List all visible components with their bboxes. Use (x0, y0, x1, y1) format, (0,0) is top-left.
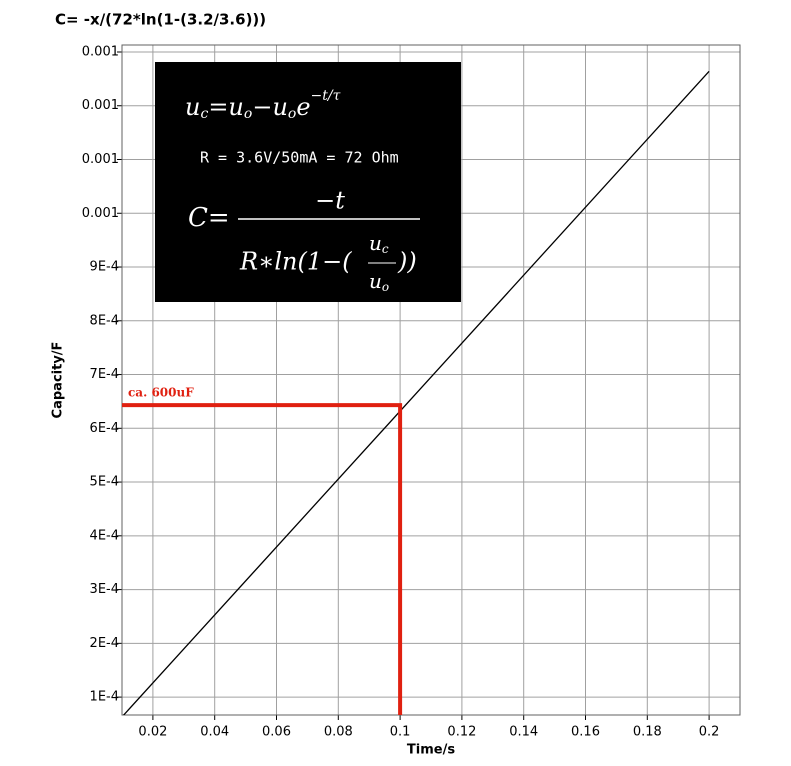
x-tick-label: 0.18 (633, 725, 662, 740)
annotation-line (122, 403, 403, 715)
x-tick-label: 0.1 (390, 725, 411, 740)
y-tick-label: 0.001 (82, 152, 119, 167)
x-tick-label: 0.16 (571, 725, 600, 740)
x-axis-label: Time/s (407, 743, 455, 758)
y-tick-label: 6E-4 (90, 421, 119, 436)
x-tick-label: 0.06 (262, 725, 291, 740)
formula-box: uc=uo−uoe−t/τ R = 3.6V/50mA = 72 Ohm C= … (155, 62, 461, 302)
x-tick-label: 0.04 (200, 725, 229, 740)
chart-title: C= -x/(72*ln(1-(3.2/3.6))) (55, 11, 266, 29)
x-tick-label: 0.2 (699, 725, 720, 740)
formula-3-numerator: −t (315, 187, 345, 215)
formula-3-uc: uc (369, 231, 389, 256)
y-tick-label: 5E-4 (90, 475, 119, 490)
formula-2: R = 3.6V/50mA = 72 Ohm (200, 149, 399, 167)
plot-frame (121, 44, 741, 716)
y-tick-label: 9E-4 (90, 260, 119, 275)
y-axis-label: Capacity/F (51, 342, 66, 419)
formula-background (155, 62, 461, 302)
y-tick-label: 0.001 (82, 206, 119, 221)
formula-3-uo: uo (369, 269, 389, 294)
y-tick-label: 0.001 (82, 98, 119, 113)
y-tick-label: 8E-4 (90, 313, 119, 328)
y-tick-label: 2E-4 (90, 636, 119, 651)
formula-3-denominator: R∗ln(1−( (239, 248, 352, 276)
y-tick-label: 3E-4 (90, 582, 119, 597)
x-tick-label: 0.12 (447, 725, 476, 740)
x-tick-label: 0.14 (509, 725, 538, 740)
formula-3-lhs: C= (188, 203, 230, 233)
x-tick-label: 0.02 (138, 725, 167, 740)
annotation-label: ca. 600uF (128, 386, 194, 400)
formula-3-close: )) (397, 248, 417, 276)
y-tick-label: 1E-4 (90, 690, 119, 705)
formula-1: uc=uo−uoe−t/τ (185, 88, 341, 122)
y-tick-label: 4E-4 (90, 528, 119, 543)
y-tick-label: 0.001 (82, 44, 119, 59)
line (122, 70, 710, 715)
x-tick-label: 0.08 (324, 725, 353, 740)
y-tick-label: 7E-4 (90, 367, 119, 382)
